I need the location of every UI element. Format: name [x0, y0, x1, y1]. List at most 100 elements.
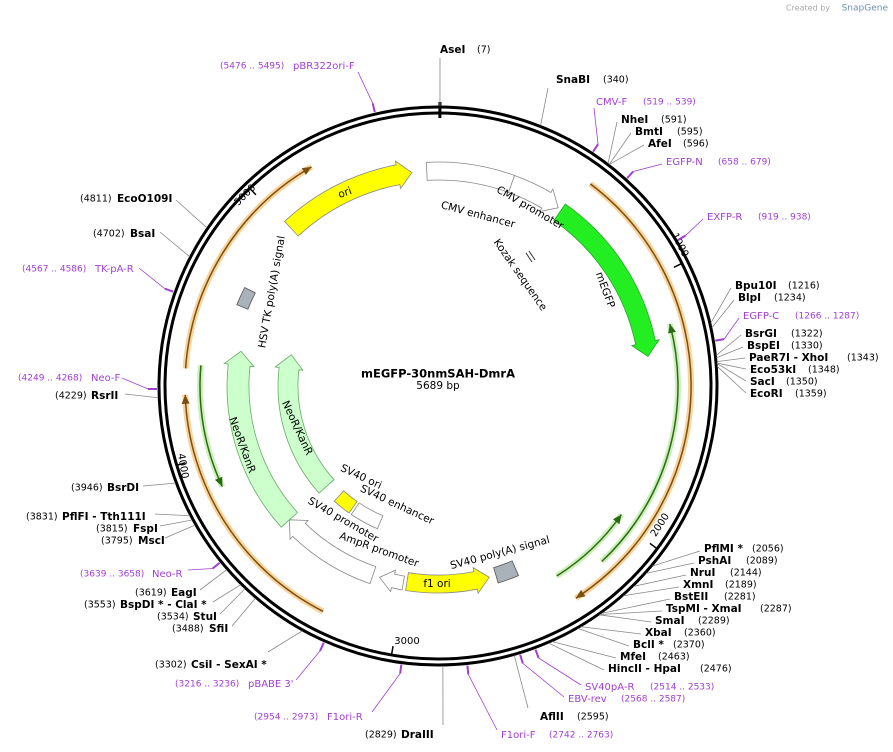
enzyme-name: EcoRI [750, 388, 783, 400]
enzyme-name: MscI [138, 535, 165, 547]
enzyme-name: FspI [133, 523, 158, 535]
feature-shape [507, 174, 559, 213]
feature-shape [333, 490, 358, 514]
primer-leader [187, 568, 213, 571]
enzyme-site: (2287) [760, 604, 792, 615]
feature-shape [350, 502, 384, 530]
primer-mark [677, 234, 687, 241]
primer-site: (5476 .. 5495) [220, 62, 284, 72]
primer-name: EGFP-C [743, 311, 779, 322]
primer-site: (658 .. 679) [718, 158, 771, 168]
feature-shape [284, 160, 413, 237]
enzyme-leader [716, 346, 744, 359]
enzyme-site: (2463) [658, 652, 690, 663]
primer-leader [138, 267, 166, 290]
enzyme-site: (2056) [752, 544, 784, 555]
enzyme-leader [645, 562, 695, 574]
enzyme-name: AseI [440, 44, 465, 56]
feature-line [184, 394, 324, 613]
primer-name: CMV-F [596, 97, 627, 108]
enzyme-leader [599, 610, 663, 615]
enzyme-leader [716, 363, 747, 382]
primer-mark [534, 649, 540, 659]
primer-site: (4249 .. 4268) [18, 374, 82, 384]
feature-label: ori [337, 185, 354, 201]
feature-shape [288, 519, 377, 585]
primer-name: TK-pA-R [94, 264, 134, 275]
enzyme-name: NruI [690, 567, 715, 579]
enzyme-site: (1234) [774, 293, 806, 304]
feature-shape [378, 569, 405, 593]
enzyme-leader [710, 287, 732, 324]
enzyme-leader [267, 630, 303, 653]
enzyme-site: (591) [661, 115, 687, 126]
primer-leader [371, 673, 401, 713]
credit-brand: SnapGene [842, 4, 889, 14]
enzyme-site: (2281) [724, 592, 756, 603]
enzyme-name: BmtI [635, 126, 663, 138]
enzyme-name: SnaBI [556, 74, 590, 86]
enzyme-leader [623, 586, 680, 597]
enzyme-name: TspMI - XmaI [666, 603, 742, 615]
primer-mark [466, 665, 470, 675]
primer-site: (519 .. 539) [643, 98, 696, 108]
enzyme-site: (3946) [71, 483, 103, 494]
enzyme-leader [652, 550, 701, 567]
enzyme-site: (2189) [725, 580, 757, 591]
enzyme-name: XmnI [683, 579, 713, 591]
enzyme-site: (1348) [808, 365, 840, 376]
scale-tick [249, 188, 257, 196]
primer-site: (1266 .. 1287) [795, 312, 859, 322]
primer-leader [467, 674, 498, 731]
feature-head [215, 476, 223, 487]
primer-site: (3639 .. 3658) [80, 570, 144, 580]
enzyme-name: PflMI * [704, 543, 743, 555]
enzyme-name: DraIII [401, 729, 434, 741]
enzyme-site: (1343) [847, 353, 879, 364]
enzyme-name: BclI * [633, 639, 664, 651]
enzyme-site: (3534) [157, 612, 189, 623]
feature-shape [405, 566, 490, 595]
enzyme-name: MfeI [620, 651, 646, 663]
primer-site: (2742 .. 2763) [549, 731, 613, 741]
enzyme-leader [219, 588, 246, 615]
enzyme-site: (596) [683, 139, 709, 150]
scale-tick [649, 542, 657, 549]
primer-name: Neo-R [152, 569, 183, 580]
enzyme-site: (2370) [673, 640, 705, 651]
enzyme-site: (4811) [80, 194, 112, 205]
enzyme-name: HincII - HpaI [608, 663, 681, 675]
enzyme-name: BstEII [674, 591, 708, 603]
enzyme-site: (1359) [795, 389, 827, 400]
primer-site: (3216 .. 3236) [175, 680, 239, 690]
enzyme-name: EcoO109I [117, 193, 172, 205]
primer-name: EXFP-R [707, 212, 742, 223]
enzyme-site: (3302) [155, 660, 187, 671]
enzyme-site: (1330) [791, 341, 823, 352]
enzyme-leader [164, 524, 196, 539]
enzyme-leader [231, 598, 256, 627]
enzyme-name: BspDI * - ClaI * [120, 599, 207, 611]
primer-leader [295, 650, 321, 681]
kozak-mark [528, 250, 536, 261]
primer-leader [723, 317, 740, 340]
enzyme-leader [716, 357, 746, 362]
scale-label: 4000 [175, 453, 190, 480]
enzyme-leader [552, 641, 617, 659]
primer-mark [592, 143, 599, 153]
primer-site: (2568 .. 2587) [621, 695, 685, 705]
scale-tick [390, 646, 394, 655]
enzyme-leader [199, 569, 227, 591]
enzyme-leader [716, 362, 747, 370]
enzyme-name: CsiI - SexAI * [191, 659, 267, 671]
feature-line [199, 365, 223, 487]
scale-tick [177, 462, 186, 466]
primer-name: EBV-rev [568, 694, 607, 705]
feature-label: f1 ori [423, 578, 450, 590]
enzyme-name: SacI [750, 376, 775, 388]
enzyme-leader [716, 334, 742, 356]
primer-name: F1ori-R [327, 712, 363, 723]
enzyme-site: (1216) [788, 281, 820, 292]
enzyme-leader [175, 199, 208, 229]
